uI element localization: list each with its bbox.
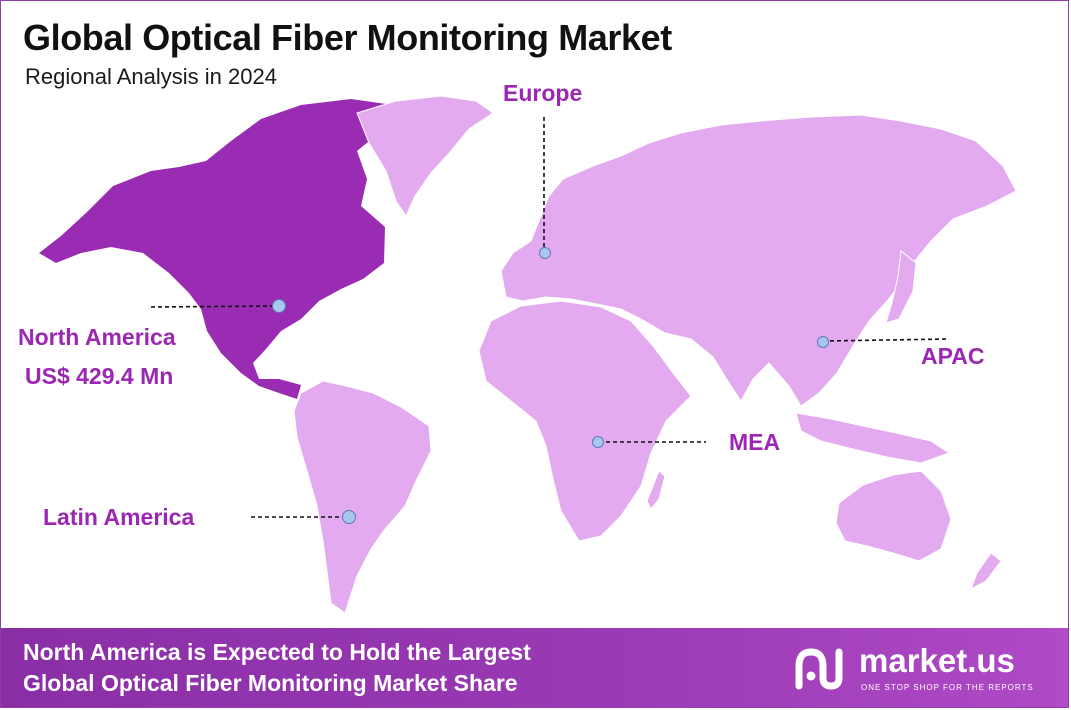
japan-landmass <box>885 250 917 324</box>
footer-text: North America is Expected to Hold the La… <box>23 637 531 699</box>
apac-marker <box>817 336 829 348</box>
north-america-landmass <box>39 99 386 399</box>
australia-landmass <box>835 470 952 562</box>
latin-america-label: Latin America <box>43 504 195 530</box>
page-title: Global Optical Fiber Monitoring Market <box>23 17 672 58</box>
world-map <box>39 95 1017 614</box>
brand-logo[interactable]: market.us ONE STOP SHOP FOR THE REPORTS <box>793 642 1053 698</box>
apac-leader <box>822 338 950 342</box>
mea-marker <box>592 436 604 448</box>
footer-line-1: North America is Expected to Hold the La… <box>23 639 531 665</box>
footer-line-2: Global Optical Fiber Monitoring Market S… <box>23 670 518 696</box>
footer-banner: North America is Expected to Hold the La… <box>1 628 1068 707</box>
north-america-value: US$ 429.4 Mn <box>25 363 174 389</box>
mea-label: MEA <box>729 429 781 455</box>
region-markers <box>272 247 829 524</box>
eurasia-landmass <box>500 114 1017 407</box>
apac-label: APAC <box>921 343 985 369</box>
north-america-marker <box>272 299 286 313</box>
greenland-landmass <box>356 95 494 218</box>
market-us-logo-icon <box>795 648 843 690</box>
new-zealand-landmass <box>970 552 1002 591</box>
landmass-group <box>39 95 1017 614</box>
south-america-landmass <box>293 380 432 614</box>
latin-america-marker <box>342 510 356 524</box>
brand-tagline: ONE STOP SHOP FOR THE REPORTS <box>861 683 1034 692</box>
madagascar-landmass <box>646 470 666 510</box>
leader-lines <box>150 117 950 518</box>
se-asia-islands-landmass <box>795 412 951 464</box>
europe-label: Europe <box>503 80 583 106</box>
north-america-label: North America <box>18 324 176 350</box>
page-subtitle: Regional Analysis in 2024 <box>25 64 277 89</box>
africa-landmass <box>478 300 692 542</box>
europe-marker <box>539 247 551 259</box>
brand-name: market.us <box>859 642 1015 679</box>
